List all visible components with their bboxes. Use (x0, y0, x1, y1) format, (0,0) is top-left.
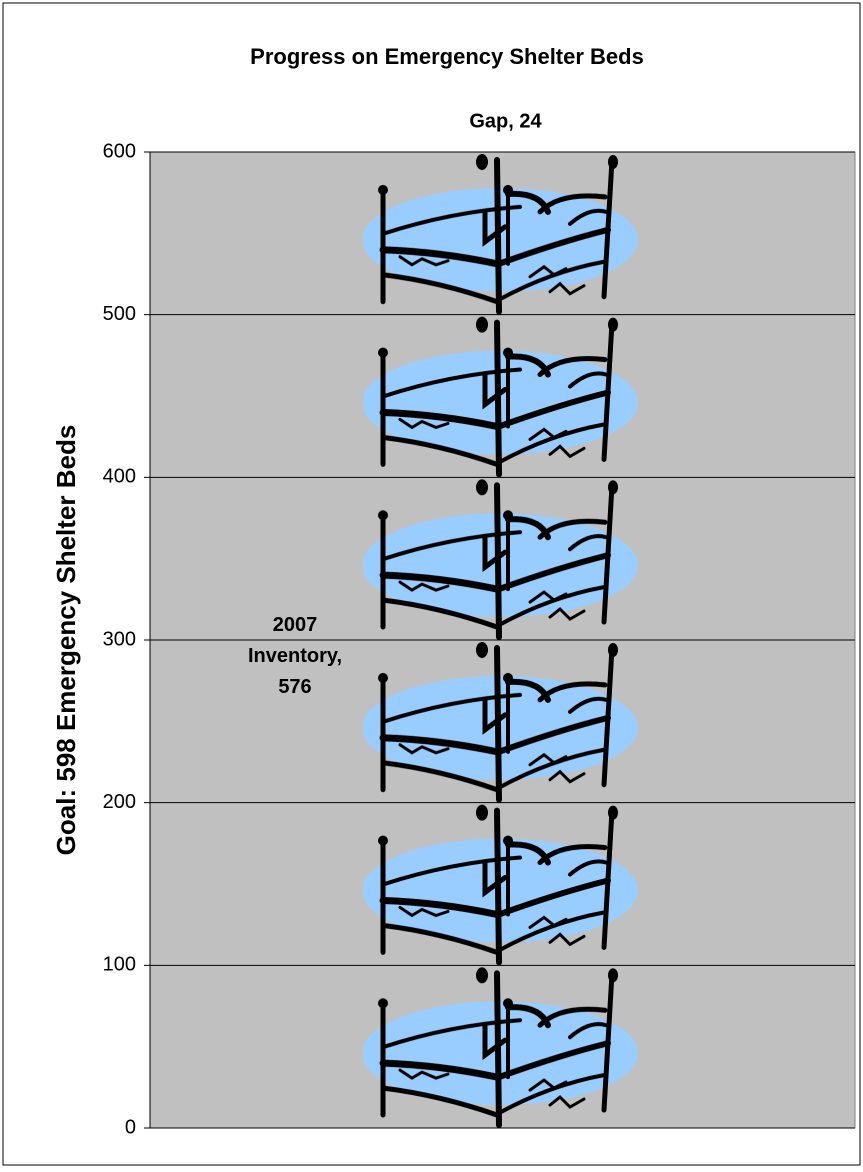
data-label: Gap, 24 (469, 110, 542, 132)
y-tick-label: 300 (103, 628, 136, 650)
chart-title: Progress on Emergency Shelter Beds (250, 44, 644, 69)
y-tick-label: 400 (103, 466, 136, 488)
bar-segment (363, 191, 642, 1129)
bar-segment (363, 152, 642, 192)
data-label: 2007 Inventory, 576 (247, 614, 343, 698)
y-tick-label: 500 (103, 303, 136, 325)
y-tick-label: 600 (103, 140, 136, 162)
y-tick-label: 200 (103, 791, 136, 813)
y-axis-label: Goal: 598 Emergency Shelter Beds (51, 425, 81, 856)
y-tick-label: 0 (125, 1116, 136, 1138)
y-tick-label: 100 (103, 954, 136, 976)
